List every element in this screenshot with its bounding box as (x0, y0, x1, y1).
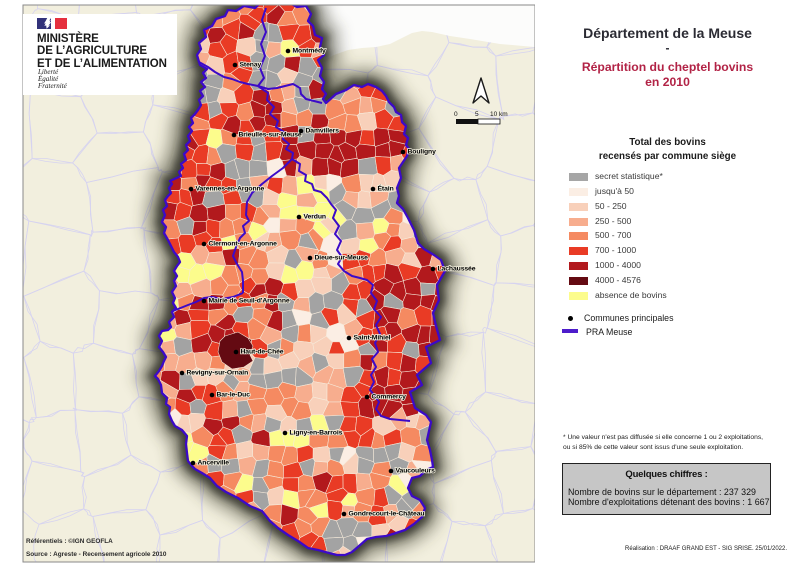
svg-text:Commercy: Commercy (372, 394, 407, 401)
svg-text:Ligny-en-Barrois: Ligny-en-Barrois (290, 430, 343, 437)
svg-text:Bar-le-Duc: Bar-le-Duc (217, 392, 251, 399)
svg-text:Source : Agreste - Recensement: Source : Agreste - Recensement agricole … (26, 551, 167, 558)
svg-text:Référentiels : ©IGN GEOFLA: Référentiels : ©IGN GEOFLA (26, 537, 113, 545)
svg-text:Étain: Étain (378, 184, 394, 193)
svg-text:Ancerville: Ancerville (198, 460, 230, 467)
svg-text:Clermont-en-Argonne: Clermont-en-Argonne (209, 241, 278, 248)
svg-text:Dieue-sur-Meuse: Dieue-sur-Meuse (315, 255, 369, 262)
svg-text:Montmédy: Montmédy (293, 48, 327, 55)
svg-text:Lachaussée: Lachaussée (438, 266, 476, 273)
svg-text:Gondrecourt-le-Château: Gondrecourt-le-Château (349, 511, 425, 518)
svg-text:0: 0 (454, 111, 458, 118)
svg-text:Haut-de-Chée: Haut-de-Chée (241, 349, 284, 356)
svg-text:Brieulles-sur-Meuse: Brieulles-sur-Meuse (239, 132, 302, 139)
svg-text:Mairie de Seuil-d'Argonne: Mairie de Seuil-d'Argonne (209, 298, 290, 305)
svg-text:Saint-Mihiel: Saint-Mihiel (354, 335, 391, 342)
svg-text:Bouligny: Bouligny (408, 149, 437, 156)
svg-text:Verdun: Verdun (304, 214, 326, 221)
svg-text:Vaucouleurs: Vaucouleurs (396, 468, 436, 475)
svg-text:Varennes-en-Argonne: Varennes-en-Argonne (196, 186, 265, 193)
svg-text:Damvillers: Damvillers (306, 128, 340, 135)
svg-text:Stenay: Stenay (240, 62, 262, 69)
svg-text:Revigny-sur-Ornain: Revigny-sur-Ornain (187, 370, 249, 377)
svg-text:5: 5 (475, 111, 479, 118)
svg-text:10 km: 10 km (490, 111, 508, 118)
